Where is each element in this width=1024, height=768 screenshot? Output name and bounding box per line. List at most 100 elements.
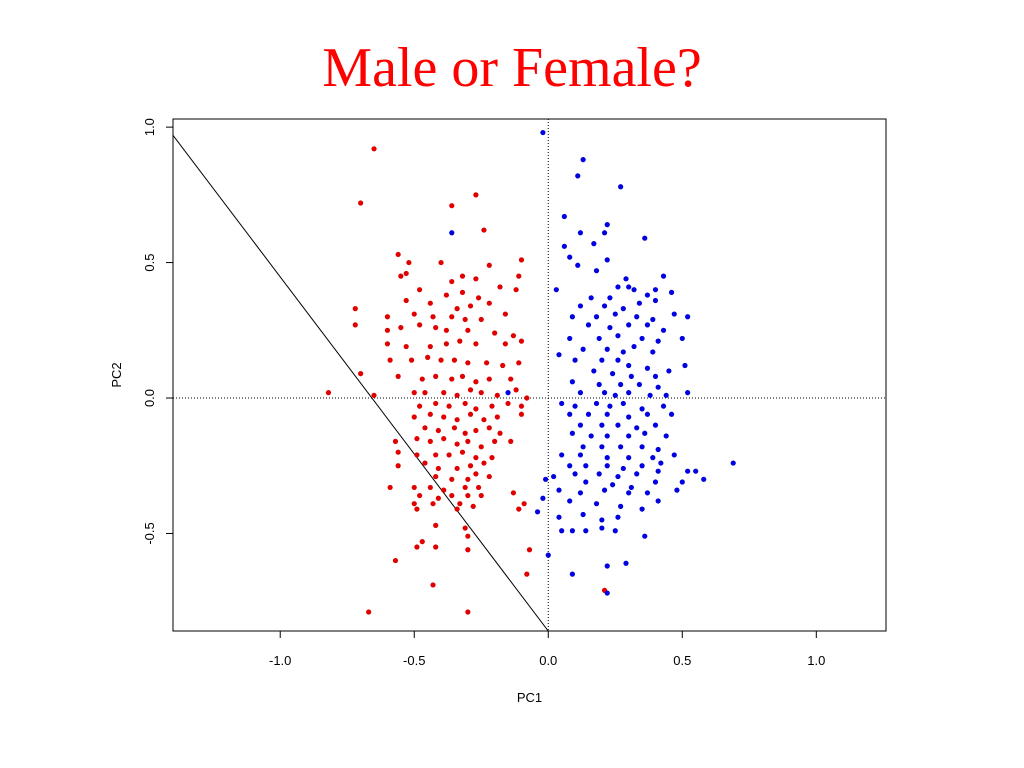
data-point [465, 533, 471, 539]
data-point [577, 230, 584, 236]
data-point [639, 335, 645, 342]
data-point [575, 262, 581, 268]
x-tick-label: -0.5 [403, 653, 425, 668]
data-point [569, 379, 575, 385]
data-point [430, 501, 436, 507]
data-point [502, 341, 508, 347]
data-point [526, 547, 533, 553]
data-point [585, 322, 592, 328]
data-point [449, 376, 455, 382]
data-point [607, 324, 613, 331]
data-point [441, 414, 447, 420]
data-point [478, 444, 484, 450]
data-point [486, 376, 492, 382]
data-point [542, 476, 549, 482]
data-point [441, 487, 447, 493]
data-point [398, 273, 404, 279]
data-point [580, 444, 586, 450]
data-point [524, 395, 530, 401]
data-point [473, 406, 479, 412]
data-point [510, 333, 517, 339]
data-point [639, 406, 645, 412]
data-point [473, 276, 479, 282]
data-point [626, 322, 632, 328]
data-point [473, 192, 479, 198]
data-point [481, 417, 487, 423]
data-point [679, 335, 685, 342]
data-point [671, 452, 677, 458]
data-point [459, 273, 466, 279]
data-point [577, 422, 584, 428]
x-tick-label: 0.5 [673, 653, 691, 668]
data-point [559, 400, 565, 407]
x-axis-label: PC1 [517, 690, 542, 705]
data-point [441, 390, 447, 396]
data-point [417, 322, 423, 328]
data-point [620, 465, 626, 472]
data-point [631, 287, 637, 293]
data-point [650, 316, 656, 323]
data-point [371, 392, 377, 398]
data-point [358, 371, 364, 377]
data-point [588, 295, 594, 301]
data-point [446, 452, 452, 458]
data-point [644, 292, 651, 298]
data-point [599, 422, 605, 428]
data-point [623, 276, 629, 282]
data-point [615, 357, 621, 363]
data-point [462, 525, 468, 531]
data-point [403, 297, 409, 304]
data-point [325, 390, 332, 396]
data-point [419, 376, 425, 382]
data-point [599, 525, 605, 531]
data-point [604, 563, 610, 569]
data-point [642, 235, 648, 241]
data-point [685, 390, 691, 396]
data-point [430, 582, 436, 588]
x-tick-label: 1.0 [807, 653, 825, 668]
data-point [406, 259, 412, 266]
data-point [489, 455, 495, 461]
data-point [417, 287, 423, 293]
data-point [567, 498, 573, 504]
data-point [395, 463, 401, 469]
data-point [620, 400, 626, 407]
data-point [644, 411, 651, 417]
data-point [607, 295, 613, 301]
data-point [569, 528, 575, 534]
data-point [572, 471, 578, 477]
data-point [395, 449, 401, 455]
data-point [441, 436, 447, 442]
data-point [470, 503, 476, 509]
data-point [392, 557, 399, 564]
data-point [427, 343, 433, 350]
data-point [462, 484, 468, 491]
data-point [601, 390, 608, 396]
data-point [433, 373, 439, 379]
data-point [636, 300, 642, 306]
data-point [371, 146, 377, 152]
data-point [626, 414, 632, 420]
data-points [325, 129, 736, 615]
data-point [567, 411, 573, 417]
data-point [682, 362, 688, 369]
data-point [644, 365, 651, 371]
data-point [580, 157, 586, 163]
data-point [459, 449, 466, 455]
data-point [596, 335, 602, 342]
data-point [516, 273, 522, 279]
data-point [556, 352, 562, 358]
data-point [387, 357, 393, 363]
data-point [655, 498, 661, 504]
data-point [561, 243, 567, 249]
data-point [492, 438, 498, 444]
data-point [398, 324, 404, 331]
data-point [427, 300, 433, 306]
data-point [419, 539, 425, 545]
data-point [583, 528, 589, 534]
data-point [387, 484, 393, 491]
data-point [644, 490, 651, 496]
data-point [545, 552, 551, 558]
data-point [475, 295, 482, 301]
data-point [612, 392, 618, 398]
